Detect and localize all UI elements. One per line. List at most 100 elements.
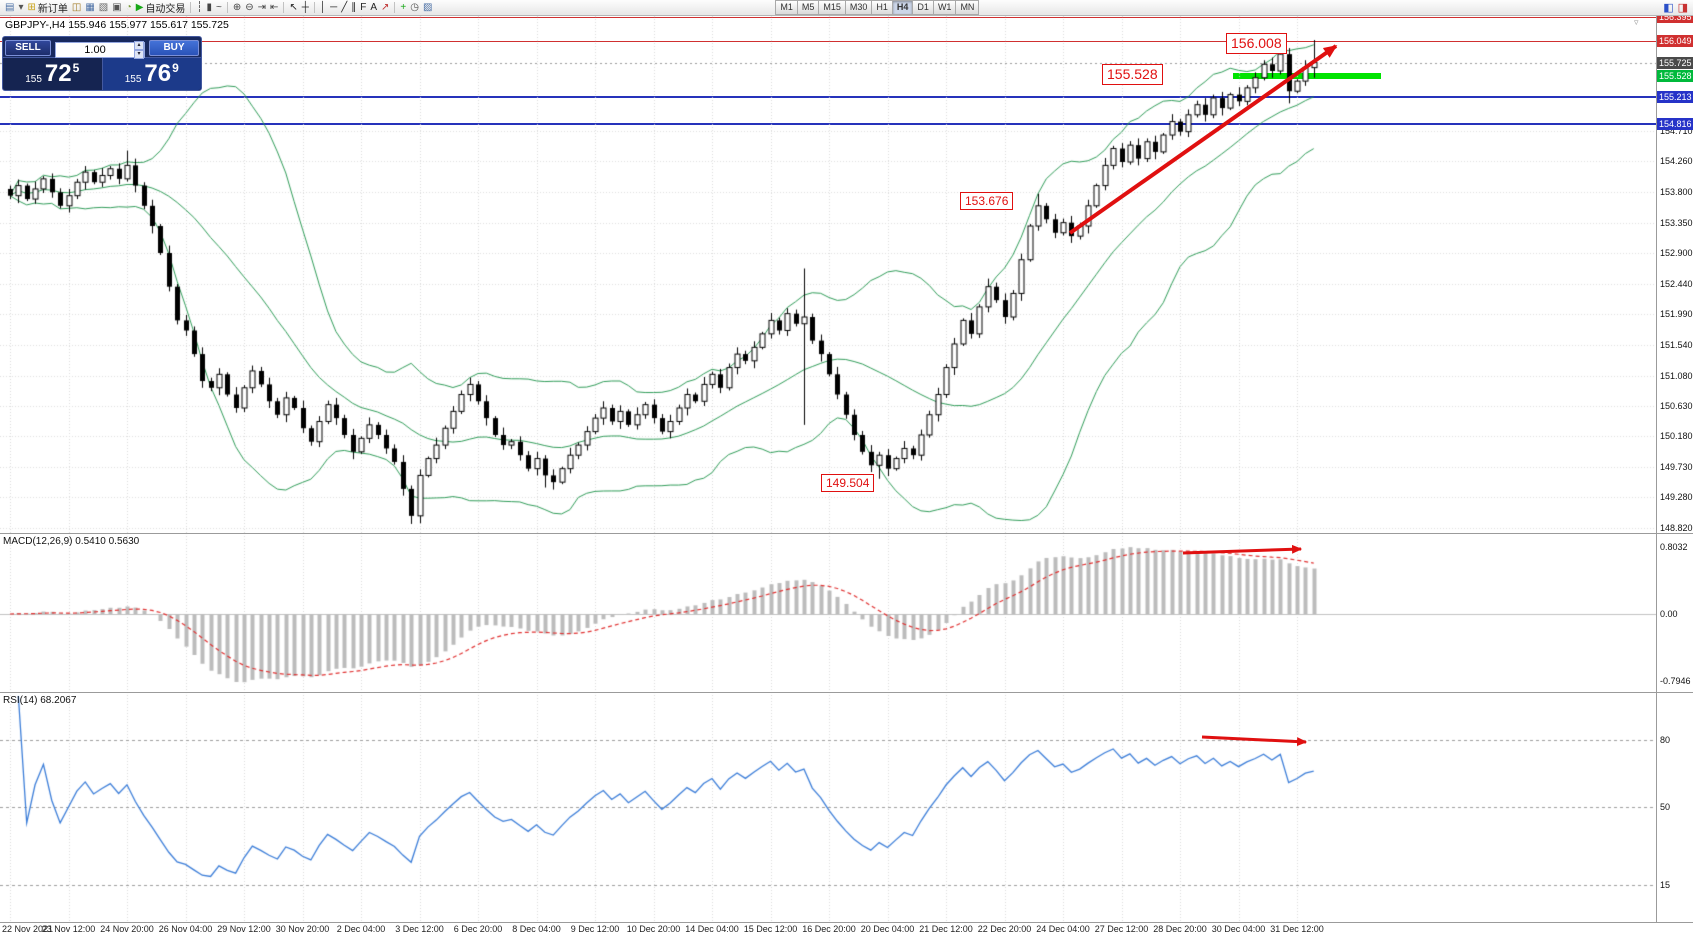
timeframe-button-m5[interactable]: M5 (796, 0, 819, 15)
panel-separator (0, 922, 1693, 923)
indicators-icon[interactable]: + (398, 1, 408, 15)
price-label-annotation[interactable]: 156.008 (1226, 33, 1287, 54)
bid-point: 5 (72, 61, 80, 75)
timeframe-button-m30[interactable]: M30 (844, 0, 872, 15)
price-label-annotation[interactable]: 149.504 (821, 474, 875, 492)
bid-price: 155 72 5 (3, 58, 103, 90)
crosshair-icon: ┼ (301, 2, 309, 13)
panel-separator[interactable] (0, 533, 1693, 534)
timeframe-toolbar: M1 M5 M15 M30 H1 H4 D1 W1 MN (775, 0, 980, 15)
toolbar-separator (394, 2, 396, 13)
time-axis-label: 22 Dec 20:00 (977, 924, 1032, 934)
timeframe-button-h1[interactable]: H1 (871, 0, 892, 15)
panel-separator[interactable] (0, 692, 1693, 693)
macd-panel[interactable] (0, 533, 1656, 692)
data-window-icon[interactable]: ▦ (83, 1, 96, 15)
text-label-icon[interactable]: A (368, 1, 379, 15)
arrows-tool-icon[interactable]: ↗ (379, 1, 391, 15)
price-label-annotation[interactable]: 155.528 (1102, 64, 1163, 85)
market-watch-icon[interactable]: ◫ (70, 1, 83, 15)
time-axis-label: 16 Dec 20:00 (802, 924, 856, 934)
price-axis-label: 151.080 (1660, 370, 1693, 381)
toolbar: ▤ ▾ ⊞ 新订单 ◫ ▦ ▧ ▣ ◔ ▶ 自动交易 ┆ ▮ ~ ⊕ ⊖ ⇥ ⇤ ↖ ┼ │ ─ ╱ ∥ F A ↗ + ◷ ▨ M1 M5… (0, 0, 1693, 16)
autotrading-button[interactable]: ▶ 自动交易 (134, 1, 188, 15)
price-axis-label: 154.710 (1660, 125, 1693, 136)
timeframe-button-m1[interactable]: M1 (775, 0, 797, 15)
equidistant-channel-icon[interactable]: ∥ (349, 1, 358, 15)
volume-spinner: ▴ ▾ (134, 40, 144, 59)
time-axis-label: 3 Dec 12:00 (395, 924, 444, 934)
ask-prefix: 155 (124, 74, 142, 85)
volume-up-button[interactable]: ▴ (134, 40, 144, 50)
toolbar-buttons: ▤ ▾ ⊞ 新订单 ◫ ▦ ▧ ▣ ◔ ▶ 自动交易 ┆ ▮ ~ ⊕ ⊖ ⇥ ⇤ ↖ ┼ │ ─ ╱ ∥ F A ↗ + ◷ ▨ (3, 1, 434, 15)
volume-input[interactable] (55, 41, 145, 58)
equidistant-channel-icon: ∥ (351, 2, 357, 13)
rsi-axis-label: 15 (1660, 879, 1671, 890)
time-axis-label: 28 Dec 20:00 (1153, 924, 1207, 934)
auto-scroll-icon: ⇥ (257, 2, 266, 13)
price-tag: 154.816 (1657, 117, 1693, 130)
window-red-icon[interactable]: ◨ (1677, 2, 1688, 14)
trendline-icon[interactable]: ╱ (339, 1, 349, 15)
rsi-axis-label: 80 (1660, 735, 1671, 746)
price-axis-label: 150.630 (1660, 400, 1693, 411)
time-axis-label: 24 Nov 20:00 (100, 924, 154, 934)
time-axis-label: 27 Dec 12:00 (1094, 924, 1149, 934)
vertical-line-icon[interactable]: │ (318, 1, 328, 15)
fibonacci-icon: F (360, 2, 367, 13)
time-axis-label: 31 Dec 12:00 (1270, 924, 1324, 934)
auto-scroll-icon[interactable]: ⇥ (256, 1, 268, 15)
time-axis-label: 14 Dec 04:00 (685, 924, 739, 934)
text-label-icon: A (370, 2, 378, 13)
time-axis-label: 29 Nov 12:00 (217, 924, 271, 934)
timeframe-button-w1[interactable]: W1 (932, 0, 956, 15)
candle-chart-icon[interactable]: ▮ (204, 1, 214, 15)
zoom-out-icon[interactable]: ⊖ (243, 1, 255, 15)
timeframe-button-d1[interactable]: D1 (912, 0, 933, 15)
templates-icon[interactable]: ▨ (421, 1, 434, 15)
chart-ohlc-title: GBPJPY-,H4 155.946 155.977 155.617 155.7… (5, 19, 229, 31)
quote-row: 155 72 5 155 76 9 (3, 57, 201, 90)
time-axis-label: 30 Nov 20:00 (275, 924, 330, 934)
chart-shift-icon: ⇤ (270, 2, 279, 13)
new-order-button[interactable]: ⊞ 新订单 (25, 1, 69, 15)
ask-point: 9 (172, 61, 179, 75)
bar-chart-icon[interactable]: ┆ (194, 1, 204, 15)
sell-button[interactable]: SELL (5, 39, 51, 56)
price-axis-label: 153.800 (1660, 187, 1693, 198)
window-blue-icon[interactable]: ◧ (1663, 2, 1674, 14)
line-chart-icon[interactable]: ~ (214, 1, 224, 15)
price-label-annotation[interactable]: 153.676 (960, 192, 1014, 210)
timeframe-button-h4[interactable]: H4 (891, 0, 913, 15)
timeframe-button-m15[interactable]: M15 (818, 0, 845, 15)
buy-button[interactable]: BUY (149, 39, 199, 56)
periods-icon[interactable]: ◷ (408, 1, 421, 15)
cursor-icon: ↖ (289, 2, 298, 13)
price-axis-label: 153.350 (1660, 217, 1693, 228)
time-axis-label: 8 Dec 04:00 (512, 924, 561, 934)
timeframe-button-mn[interactable]: MN (955, 0, 980, 15)
price-chart[interactable] (0, 16, 1656, 533)
zoom-in-icon: ⊕ (232, 2, 242, 13)
crosshair-icon[interactable]: ┼ (300, 1, 311, 15)
chart-shift-icon[interactable]: ⇤ (268, 1, 280, 15)
new-chart-icon[interactable]: ▤ (3, 1, 16, 15)
terminal-icon[interactable]: ▣ (110, 1, 123, 15)
chart-profiles-icon[interactable]: ▾ (16, 1, 25, 15)
strategy-tester-icon[interactable]: ◔ (124, 1, 134, 15)
ask-pips: 76 (144, 60, 172, 87)
rsi-panel[interactable] (0, 692, 1656, 922)
zoom-in-icon[interactable]: ⊕ (231, 1, 243, 15)
navigator-icon[interactable]: ▧ (97, 1, 110, 15)
toolbar-button-label: 新订单 (37, 4, 68, 15)
price-tag: 155.528 (1657, 69, 1693, 82)
cursor-icon[interactable]: ↖ (287, 1, 299, 15)
fibonacci-icon[interactable]: F (358, 1, 368, 15)
horizontal-line-icon[interactable]: ─ (328, 1, 339, 15)
vertical-line-icon: │ (319, 2, 327, 13)
price-tag: 156.049 (1657, 34, 1693, 47)
volume-down-button[interactable]: ▾ (134, 49, 144, 59)
toolbar-separator (190, 2, 192, 13)
price-axis-label: 154.260 (1660, 156, 1693, 167)
